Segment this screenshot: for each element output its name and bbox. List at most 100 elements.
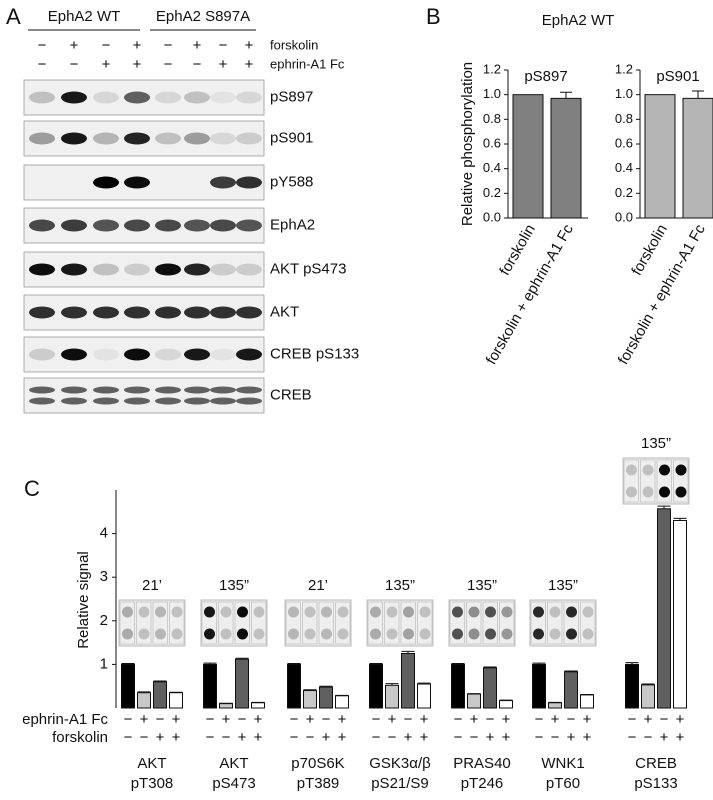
bar (122, 664, 135, 708)
dot (626, 487, 637, 498)
blot-band (210, 177, 236, 189)
condition-sign: + (172, 711, 181, 728)
dot (469, 629, 480, 640)
blot-label: CREB pS133 (270, 345, 359, 362)
blot-band (210, 133, 236, 145)
time-label: 135” (219, 577, 249, 594)
time-label: 21’ (308, 577, 328, 594)
dot (420, 629, 431, 640)
group-label: EphA2 WT (48, 8, 121, 25)
condition-sign: + (172, 729, 181, 746)
condition-sign: + (388, 711, 397, 728)
condition-sign: − (454, 729, 463, 746)
bar (320, 687, 333, 708)
condition-sign: + (254, 711, 263, 728)
treatment-sign: − (38, 37, 47, 54)
x-tick-label: pS473 (212, 775, 255, 792)
bar (645, 95, 675, 218)
blot-band (184, 133, 210, 145)
condition-sign: − (551, 729, 560, 746)
dot (502, 607, 513, 618)
blot-band (93, 387, 119, 394)
y-axis-label: Relative signal (75, 551, 92, 649)
x-tick-label: p70S6K (291, 755, 344, 772)
blot-band (93, 92, 119, 104)
dot (583, 607, 594, 618)
dot (237, 629, 248, 640)
blot-band (236, 133, 262, 145)
dot (403, 629, 414, 640)
time-label: 135” (641, 435, 671, 452)
condition-sign: − (454, 711, 463, 728)
blot-band (61, 349, 87, 361)
blot-label: EphA2 (270, 216, 315, 233)
dot (254, 607, 265, 618)
blot-band (29, 264, 55, 276)
blot-band (93, 349, 119, 361)
bar (402, 654, 415, 709)
y-tick-label: 0.6 (483, 135, 501, 150)
dot (550, 629, 561, 640)
x-tick-label: pT60 (546, 775, 580, 792)
condition-sign: + (338, 711, 347, 728)
condition-sign: − (404, 711, 413, 728)
bar (683, 98, 713, 218)
panel-title: EphA2 WT (542, 12, 615, 29)
blot-band (29, 349, 55, 361)
dot (338, 629, 349, 640)
panel-label: C (24, 476, 40, 501)
x-tick-label: PRAS40 (453, 755, 511, 772)
y-tick-label: 0.2 (615, 185, 633, 200)
bar (674, 521, 687, 708)
condition-sign: + (254, 729, 263, 746)
blot-band (155, 264, 181, 276)
bar (551, 98, 581, 218)
y-tick-label: 1 (100, 655, 108, 672)
condition-sign: + (404, 729, 413, 746)
condition-sign: − (206, 711, 215, 728)
blot-label: pY588 (270, 173, 313, 190)
dot (485, 607, 496, 618)
blot-label: AKT (270, 303, 299, 320)
x-tick-label: pS21/S9 (371, 775, 429, 792)
treatment-sign: − (38, 56, 47, 73)
dot (566, 607, 577, 618)
bar (220, 704, 233, 708)
time-label: 21’ (142, 577, 162, 594)
dot (155, 629, 166, 640)
condition-sign: + (551, 711, 560, 728)
condition-sign: − (156, 711, 165, 728)
blot-band (236, 307, 262, 319)
blot-band (155, 398, 181, 405)
dot (139, 607, 150, 618)
bar (658, 509, 671, 708)
chart-title: pS897 (524, 68, 567, 85)
blot-band (236, 177, 262, 189)
y-tick-label: 2 (100, 612, 108, 629)
panel-label: B (426, 4, 441, 29)
x-tick-label: GSK3α/β (369, 755, 431, 772)
blot-band (236, 349, 262, 361)
blot-label: pS897 (270, 88, 313, 105)
bar (252, 703, 265, 708)
y-tick-label: 0.8 (615, 111, 633, 126)
bar (549, 703, 562, 708)
treatment-sign: − (102, 37, 111, 54)
dot (254, 629, 265, 640)
blot-band (61, 92, 87, 104)
condition-sign: + (583, 711, 592, 728)
y-tick-label: 1.0 (615, 86, 633, 101)
blot-band (184, 264, 210, 276)
bar (370, 664, 383, 708)
x-tick-label: forskolin (628, 221, 671, 278)
condition-sign: − (306, 729, 315, 746)
y-tick-label: 0.0 (615, 209, 633, 224)
condition-sign: + (660, 729, 669, 746)
blot-band (184, 398, 210, 405)
condition-sign: − (372, 711, 381, 728)
dot (387, 607, 398, 618)
blot-band (61, 264, 87, 276)
time-label: 135” (467, 577, 497, 594)
blot-band (124, 92, 150, 104)
dot (676, 487, 687, 498)
